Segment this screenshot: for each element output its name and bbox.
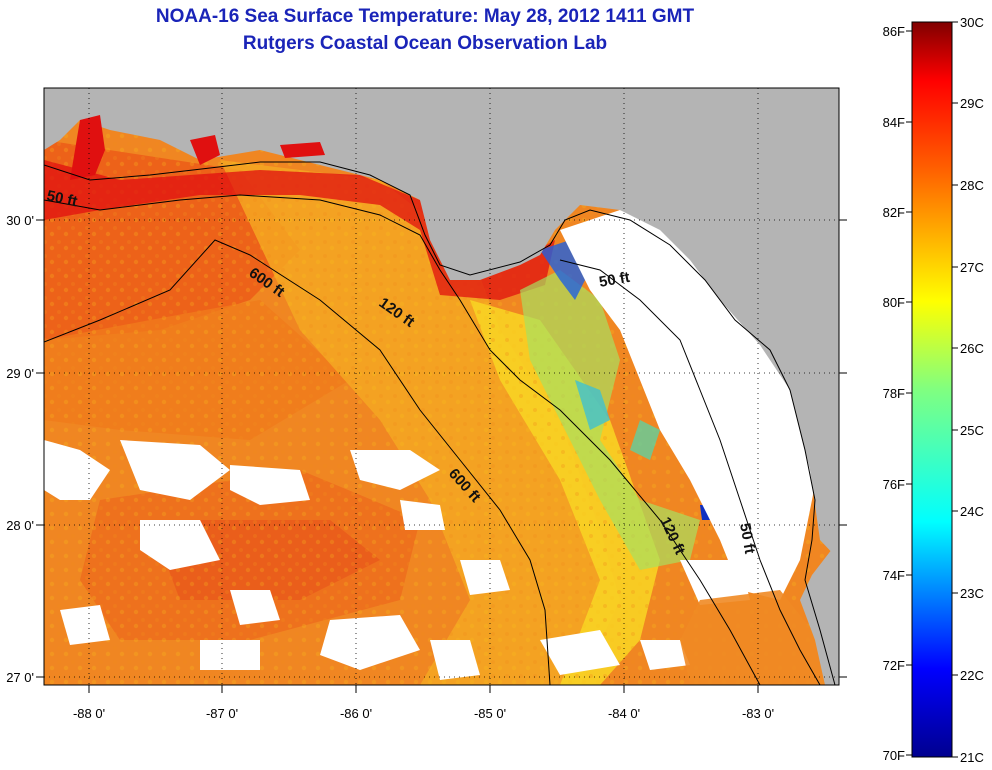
colorbar-c-label: 26C: [960, 341, 984, 356]
lat-tick-label: 29 0': [6, 366, 34, 381]
colorbar-f-label: 74F: [883, 568, 905, 583]
colorbar-c-label: 24C: [960, 504, 984, 519]
colorbar-f-label: 86F: [883, 24, 905, 39]
contour-label-50ft-south: 50 ft: [736, 522, 758, 555]
map-frame: [43, 87, 840, 686]
contour-label-50ft-west: 50 ft: [45, 187, 79, 210]
colorbar-f-label: 76F: [883, 477, 905, 492]
lon-tick-label: -87 0': [206, 706, 238, 721]
contour-label-50ft-north: 50 ft: [598, 269, 631, 291]
colorbar-f-label: 72F: [883, 658, 905, 673]
lat-tick-label: 28 0': [6, 518, 34, 533]
lon-tick-label: -84 0': [608, 706, 640, 721]
colorbar-c-label: 21C: [960, 750, 984, 765]
lat-tick-label: 27 0': [6, 670, 34, 685]
lon-tick-label: -88 0': [73, 706, 105, 721]
colorbar-f-label: 82F: [883, 205, 905, 220]
colorbar-f-label: 70F: [883, 748, 905, 763]
temperature-colorbar: [911, 21, 953, 758]
colorbar-f-label: 78F: [883, 386, 905, 401]
lon-tick-label: -86 0': [340, 706, 372, 721]
lon-tick-label: -83 0': [742, 706, 774, 721]
colorbar-c-label: 23C: [960, 586, 984, 601]
colorbar-f-label: 84F: [883, 115, 905, 130]
colorbar-c-label: 22C: [960, 668, 984, 683]
colorbar-f-label: 80F: [883, 295, 905, 310]
land-mass: [44, 88, 839, 560]
colorbar-c-label: 25C: [960, 423, 984, 438]
colorbar-c-label: 29C: [960, 96, 984, 111]
colorbar-c-label: 28C: [960, 178, 984, 193]
colorbar-c-label: 27C: [960, 260, 984, 275]
lat-tick-label: 30 0': [6, 213, 34, 228]
title-line-1: NOAA-16 Sea Surface Temperature: May 28,…: [155, 6, 695, 27]
title-line-2: Rutgers Coastal Ocean Observation Lab: [242, 33, 608, 54]
colorbar-c-label: 30C: [960, 15, 984, 30]
lon-tick-label: -85 0': [474, 706, 506, 721]
